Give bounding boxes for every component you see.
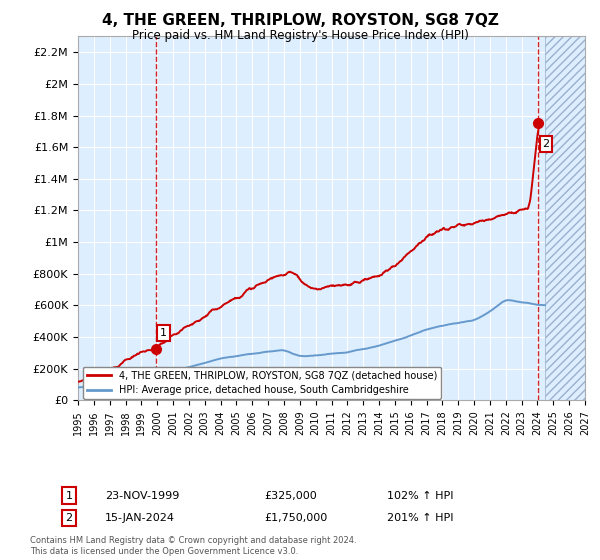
Text: £1,750,000: £1,750,000: [264, 513, 327, 523]
Text: 1: 1: [160, 328, 167, 338]
Text: 23-NOV-1999: 23-NOV-1999: [105, 491, 179, 501]
Text: 2: 2: [65, 513, 73, 523]
Text: 201% ↑ HPI: 201% ↑ HPI: [387, 513, 454, 523]
Text: 4, THE GREEN, THRIPLOW, ROYSTON, SG8 7QZ: 4, THE GREEN, THRIPLOW, ROYSTON, SG8 7QZ: [101, 13, 499, 28]
Text: 1: 1: [65, 491, 73, 501]
Text: 102% ↑ HPI: 102% ↑ HPI: [387, 491, 454, 501]
Text: 2: 2: [542, 139, 550, 149]
Text: 15-JAN-2024: 15-JAN-2024: [105, 513, 175, 523]
Bar: [545, 36, 585, 400]
Text: Price paid vs. HM Land Registry's House Price Index (HPI): Price paid vs. HM Land Registry's House …: [131, 29, 469, 42]
Legend: 4, THE GREEN, THRIPLOW, ROYSTON, SG8 7QZ (detached house), HPI: Average price, d: 4, THE GREEN, THRIPLOW, ROYSTON, SG8 7QZ…: [83, 367, 441, 399]
Text: £325,000: £325,000: [264, 491, 317, 501]
Text: Contains HM Land Registry data © Crown copyright and database right 2024.
This d: Contains HM Land Registry data © Crown c…: [30, 536, 356, 556]
